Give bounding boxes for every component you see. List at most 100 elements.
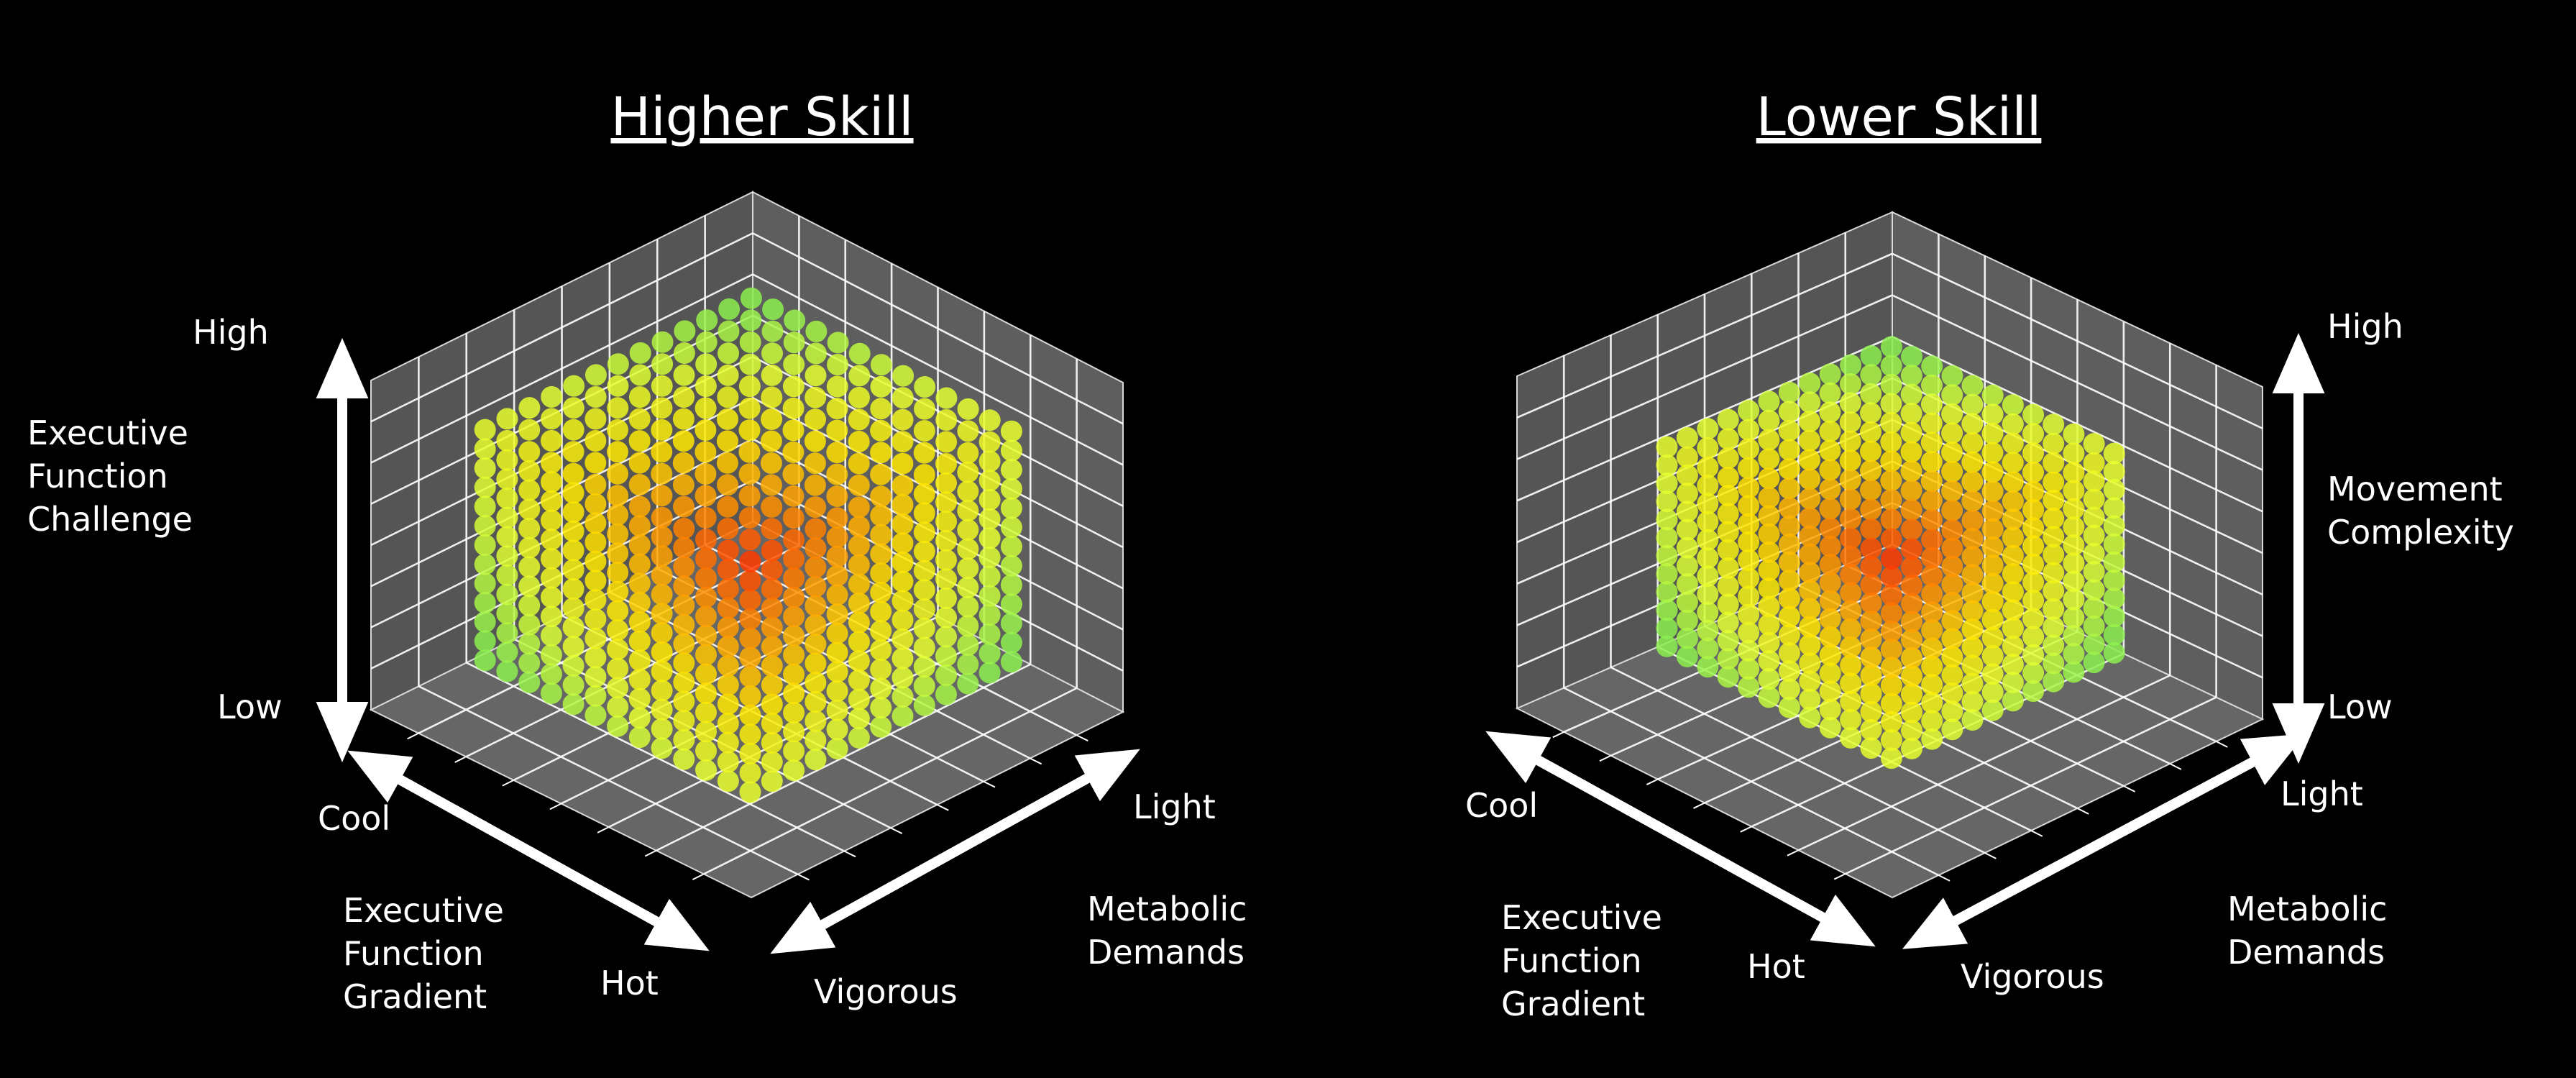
data-point — [1981, 608, 2004, 631]
data-point — [562, 462, 585, 485]
data-point — [826, 442, 848, 464]
data-point — [673, 710, 695, 732]
ticks — [407, 732, 1088, 881]
data-point — [783, 702, 805, 723]
data-point — [2103, 623, 2125, 646]
data-point — [695, 663, 717, 685]
data-point — [695, 740, 717, 762]
data-point — [1676, 573, 1698, 595]
data-point — [673, 652, 695, 674]
data-point — [1000, 478, 1022, 500]
data-point — [562, 616, 585, 639]
data-point — [2083, 561, 2105, 583]
higher-skill-chart: Higher Skill High Low Executive Function… — [27, 86, 1247, 1016]
data-point — [870, 442, 892, 464]
data-point — [717, 518, 739, 540]
data-point — [2083, 470, 2105, 493]
data-point — [891, 686, 914, 708]
data-point — [496, 545, 518, 567]
data-point — [913, 483, 935, 505]
data-point — [607, 542, 629, 565]
data-point — [2103, 641, 2125, 664]
data-point — [1778, 552, 1800, 573]
data-point — [496, 408, 518, 430]
data-point — [1961, 470, 1984, 493]
data-point — [1778, 439, 1800, 461]
data-point — [891, 570, 914, 593]
data-point — [496, 526, 518, 548]
data-point — [651, 564, 673, 586]
data-point — [2002, 581, 2024, 603]
data-point — [696, 309, 718, 332]
data-point — [848, 669, 870, 691]
data-point — [2002, 394, 2024, 416]
data-point — [2083, 452, 2105, 474]
data-point — [739, 570, 761, 592]
data-point — [674, 320, 696, 342]
data-point — [782, 441, 805, 463]
data-point — [1901, 556, 1922, 578]
data-point — [827, 332, 849, 354]
data-point — [1778, 588, 1800, 610]
data-point — [1900, 383, 1922, 406]
data-point — [672, 452, 695, 474]
data-point — [1738, 457, 1759, 480]
data-point — [628, 430, 651, 452]
data-point — [1941, 422, 1963, 444]
data-point — [2022, 535, 2045, 557]
lower-skill-title: Lower Skill — [1756, 86, 2042, 148]
data-point — [760, 452, 782, 474]
data-point — [1860, 498, 1882, 521]
data-point — [826, 545, 848, 567]
data-point — [1799, 429, 1820, 452]
data-point — [717, 693, 739, 716]
data-point — [1860, 383, 1882, 405]
data-point — [1676, 591, 1698, 613]
data-point — [2002, 672, 2024, 694]
data-point — [782, 375, 805, 398]
data-point — [1961, 654, 1984, 677]
data-point — [718, 342, 739, 365]
data-point — [628, 515, 651, 537]
data-point — [585, 473, 607, 495]
data-point — [1819, 572, 1841, 594]
data-point — [978, 431, 1001, 453]
data-point — [1778, 678, 1800, 700]
data-point — [2063, 552, 2085, 575]
data-point — [2103, 533, 2125, 555]
data-point — [540, 624, 562, 647]
data-point — [651, 419, 673, 441]
data-point — [1961, 451, 1984, 473]
data-point — [585, 685, 607, 707]
data-point — [913, 442, 935, 464]
data-point — [496, 622, 518, 644]
data-point — [761, 342, 783, 365]
data-point — [1819, 459, 1841, 481]
data-point — [1656, 436, 1678, 458]
data-point — [1000, 536, 1022, 557]
data-point — [1799, 580, 1821, 602]
data-point — [805, 710, 827, 732]
data-point — [783, 663, 805, 685]
data-point — [673, 386, 695, 408]
data-point — [1697, 583, 1719, 606]
data-point — [1981, 626, 2004, 649]
data-point — [2063, 498, 2085, 520]
data-point — [870, 398, 892, 420]
data-point — [870, 463, 892, 485]
data-point — [2063, 588, 2085, 611]
data-point — [913, 675, 935, 697]
data-point — [935, 409, 958, 431]
data-point — [1880, 657, 1902, 679]
data-point — [1778, 515, 1800, 537]
data-point — [1819, 439, 1841, 462]
data-point — [607, 600, 629, 622]
data-point — [1921, 529, 1943, 551]
data-point — [474, 572, 496, 595]
data-point — [1819, 554, 1841, 575]
data-point — [826, 507, 848, 529]
data-point — [1717, 485, 1739, 507]
data-point — [805, 691, 827, 713]
data-point — [695, 644, 717, 666]
data-point — [1676, 609, 1698, 631]
